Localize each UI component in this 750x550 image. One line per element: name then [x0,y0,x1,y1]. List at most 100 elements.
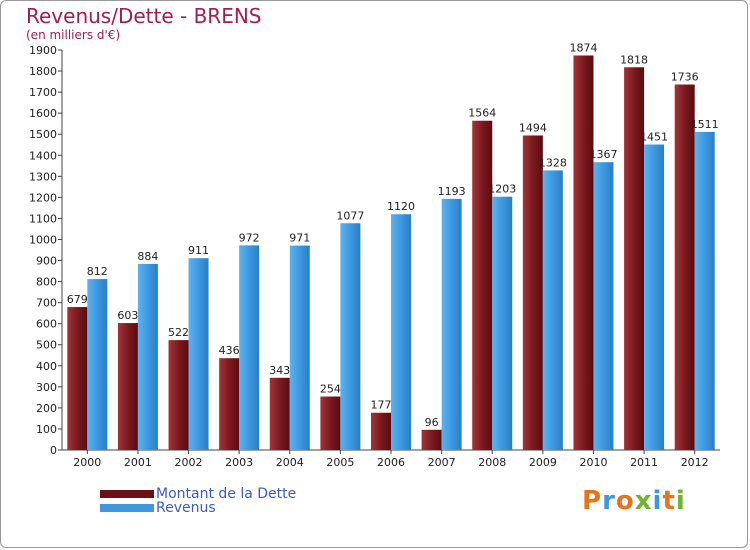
bar-dette [168,340,189,450]
bar-revenus [542,170,563,450]
logo-letter: P [582,486,603,516]
y-tick-label: 1400 [29,149,57,162]
data-label-revenus: 1451 [640,131,668,144]
y-tick-label: 1900 [29,44,57,57]
y-tick-label: 1000 [29,233,57,246]
data-label-dette: 1736 [671,71,699,84]
y-tick-label: 500 [36,339,57,352]
bar-dette [219,358,240,450]
y-tick-label: 1500 [29,128,57,141]
logo-letter: r [602,486,616,516]
y-tick-label: 600 [36,318,57,331]
bar-revenus [188,258,209,450]
legend-swatch-dette [100,490,154,498]
data-label-revenus: 1511 [691,118,719,131]
y-tick-label: 200 [36,402,57,415]
y-tick-label: 300 [36,381,57,394]
bar-revenus [87,279,108,450]
data-label-revenus: 972 [239,231,260,244]
x-tick-label: 2003 [225,456,253,469]
y-tick-label: 1300 [29,170,57,183]
data-label-dette: 96 [425,416,439,429]
bar-dette [371,412,391,450]
legend-swatch-revenus [100,504,154,512]
x-tick-label: 2012 [681,456,709,469]
data-label-dette: 1564 [468,107,496,120]
legend-label-dette: Montant de la Dette [156,486,297,502]
data-label-dette: 436 [219,344,240,357]
data-label-revenus: 1367 [589,148,617,161]
logo-letter: t [662,486,676,516]
data-label-dette: 177 [371,399,392,412]
data-label-revenus: 812 [87,265,108,278]
bar-dette [269,377,290,450]
y-tick-label: 900 [36,255,57,268]
logo-letter: i [652,486,663,516]
data-label-revenus: 971 [289,232,310,245]
x-tick-label: 2006 [377,456,405,469]
data-label-dette: 679 [67,293,88,306]
y-tick-label: 1800 [29,65,57,78]
y-tick-label: 400 [36,360,57,373]
x-tick-label: 2011 [630,456,658,469]
data-label-dette: 343 [269,364,290,377]
y-tick-label: 1700 [29,86,57,99]
bar-revenus [137,263,158,450]
data-label-revenus: 1120 [387,200,415,213]
chart-title: Revenus/Dette - BRENS [26,4,262,28]
bar-revenus [593,162,614,451]
y-tick-label: 100 [36,423,57,436]
bar-dette [67,307,88,450]
x-tick-label: 2009 [529,456,557,469]
y-tick-label: 0 [50,444,57,457]
x-tick-label: 2005 [326,456,354,469]
bar-revenus [492,196,513,450]
x-tick-label: 2010 [579,456,607,469]
x-tick-label: 2001 [124,456,152,469]
bar-revenus [441,198,462,450]
x-tick-label: 2008 [478,456,506,469]
legend-item-revenus: Revenus [100,500,216,516]
bar-dette [624,67,645,451]
y-tick-label: 800 [36,276,57,289]
bar-dette [573,55,594,450]
x-tick-label: 2002 [175,456,203,469]
data-label-revenus: 1077 [336,209,364,222]
bar-revenus [289,245,310,450]
bar-dette [320,396,341,450]
data-label-revenus: 884 [137,250,158,263]
y-tick-label: 1600 [29,107,57,120]
data-label-dette: 603 [117,309,138,322]
proxiti-logo: Proxiti [582,486,686,516]
bar-dette [674,84,695,451]
logo-letter: x [634,486,653,516]
bar-dette [522,135,543,450]
data-label-dette: 254 [320,383,341,396]
x-tick-label: 2007 [428,456,456,469]
bar-dette [421,429,442,450]
data-label-dette: 1494 [519,121,547,134]
bar-revenus [694,131,715,451]
y-tick-label: 700 [36,297,57,310]
logo-letter: o [615,486,635,516]
bar-revenus [391,214,411,450]
bar-revenus [239,245,260,450]
legend-label-revenus: Revenus [156,500,216,516]
bar-dette [472,120,493,450]
data-label-revenus: 1203 [488,183,516,196]
x-tick-label: 2000 [73,456,101,469]
y-tick-label: 1100 [29,212,57,225]
bar-revenus [644,144,665,451]
chart-subtitle: (en milliers d'€) [26,28,121,42]
data-label-dette: 522 [168,326,189,339]
data-label-revenus: 1193 [438,185,466,198]
data-label-revenus: 1328 [539,156,567,169]
x-tick-label: 2004 [276,456,304,469]
bar-revenus [340,223,361,450]
data-label-revenus: 911 [188,244,209,257]
y-tick-label: 1200 [29,191,57,204]
data-label-dette: 1818 [620,53,648,66]
logo-letter: i [675,486,686,516]
